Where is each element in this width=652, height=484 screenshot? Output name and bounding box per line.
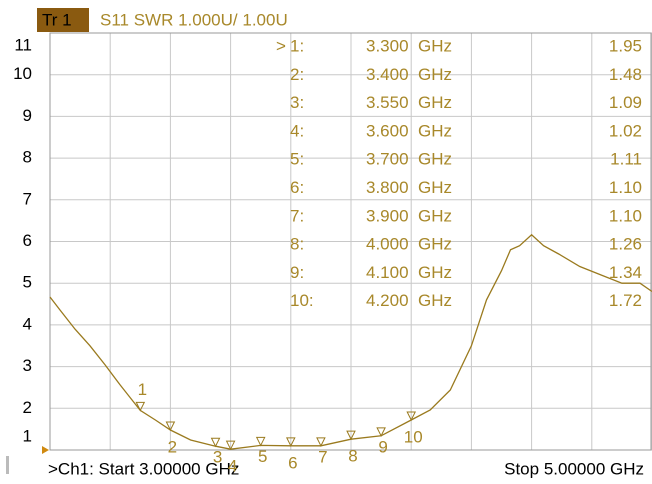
marker-table-value: 1.11 — [610, 150, 642, 169]
marker-table-value: 1.10 — [609, 178, 642, 197]
marker-triangle — [376, 427, 386, 437]
y-tick-label: 3 — [23, 356, 32, 375]
marker-table-freq: 3.800 GHz — [366, 178, 452, 197]
stop-label: Stop 5.00000 GHz — [504, 459, 644, 478]
marker-trace-label: 3 — [213, 448, 222, 467]
marker-triangle — [135, 401, 146, 412]
marker-trace-label: 8 — [348, 447, 357, 466]
marker-table-value: 1.10 — [609, 206, 642, 225]
reference-marker — [42, 446, 49, 454]
marker-table-label: 9: — [290, 263, 304, 282]
marker-table-label: 1: — [290, 36, 304, 55]
marker-table-label: 10: — [290, 291, 314, 310]
marker-table-label: 8: — [290, 235, 304, 254]
marker-table-freq: 3.900 GHz — [366, 206, 452, 225]
start-label: >Ch1: Start 3.00000 GHz — [48, 459, 239, 478]
active-marker-prefix: > — [276, 36, 286, 55]
y-tick-label: 1 — [23, 426, 32, 445]
marker-triangle — [406, 411, 417, 422]
marker-triangle — [255, 436, 266, 447]
marker-triangle — [316, 437, 326, 447]
y-tick-label: 6 — [23, 231, 32, 250]
marker-table-label: 3: — [290, 93, 304, 112]
marker-table-label: 7: — [290, 206, 304, 225]
y-tick-label: 9 — [23, 106, 32, 125]
marker-table-freq: 4.100 GHz — [366, 263, 452, 282]
marker-triangle — [165, 421, 176, 432]
y-tick-label: 10 — [13, 64, 32, 83]
y-tick-label: 4 — [23, 314, 32, 333]
marker-table-label: 6: — [290, 178, 304, 197]
trace-badge-bg — [37, 8, 89, 32]
marker-trace-label: 7 — [318, 447, 327, 466]
marker-table-value: 1.02 — [609, 121, 642, 140]
marker-table-label: 5: — [290, 150, 304, 169]
marker-trace-label: 6 — [288, 453, 297, 472]
marker-table-label: 4: — [290, 121, 304, 140]
marker-triangle — [210, 437, 221, 448]
marker-table-freq: 3.550 GHz — [366, 93, 452, 112]
marker-trace-label: 5 — [258, 447, 267, 466]
marker-table-value: 1.72 — [609, 291, 642, 310]
trace-title: S11 SWR 1.000U/ 1.00U — [100, 10, 288, 29]
y-tick-label: 8 — [23, 148, 32, 167]
marker-table-value: 1.34 — [609, 263, 642, 282]
marker-trace-label: 9 — [378, 437, 387, 456]
scroll-indicator — [6, 456, 9, 474]
marker-table-value: 1.95 — [609, 36, 642, 55]
marker-table-value: 1.09 — [609, 93, 642, 112]
marker-triangle — [225, 440, 236, 451]
marker-table-freq: 4.200 GHz — [366, 291, 452, 310]
plot-frame — [49, 32, 652, 451]
marker-table-freq: 3.600 GHz — [366, 121, 452, 140]
marker-trace-label: 2 — [168, 437, 177, 456]
marker-table-freq: 3.300 GHz — [366, 36, 452, 55]
y-tick-label: 2 — [23, 398, 32, 417]
y-tick-label: 11 — [14, 35, 32, 54]
y-tick-label: 5 — [23, 273, 32, 292]
marker-table-label: 2: — [290, 65, 304, 84]
trace-badge: Tr 1 — [42, 10, 72, 29]
marker-trace-label: 4 — [228, 457, 237, 476]
marker-triangle — [285, 437, 296, 447]
y-tick-label: 7 — [23, 189, 32, 208]
marker-table-value: 1.48 — [609, 65, 642, 84]
marker-trace-label: 10 — [404, 427, 423, 446]
marker-table-freq: 3.700 GHz — [366, 150, 452, 169]
marker-trace-label: 1 — [138, 380, 147, 399]
marker-table-freq: 4.000 GHz — [366, 235, 452, 254]
marker-table-freq: 3.400 GHz — [366, 65, 452, 84]
marker-triangle — [346, 430, 356, 441]
marker-table-value: 1.26 — [609, 235, 642, 254]
